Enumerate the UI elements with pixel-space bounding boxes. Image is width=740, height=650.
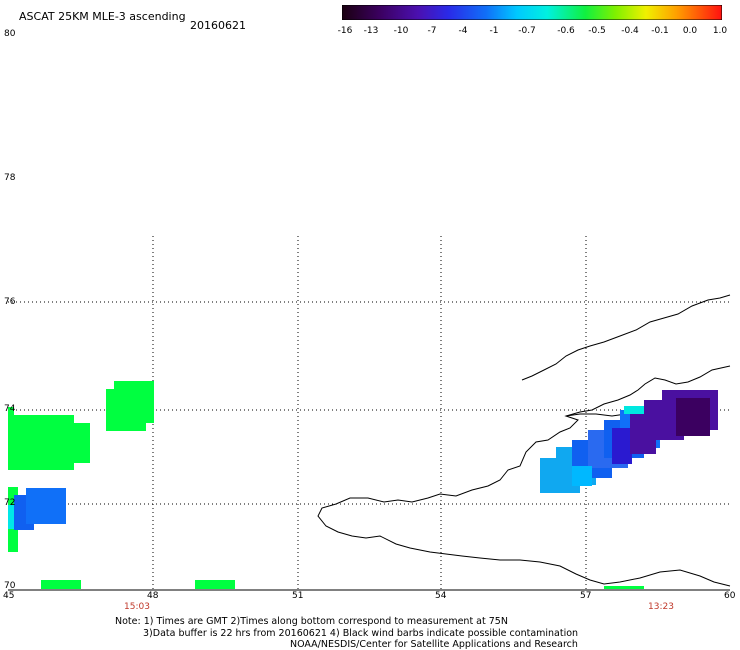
lat-label-78: 78 <box>4 173 16 183</box>
data-cell <box>114 381 154 423</box>
data-cell <box>676 398 710 436</box>
colorbar-tick-label: -4 <box>458 26 468 36</box>
lat-label-74: 74 <box>4 404 16 414</box>
lat-label-76: 76 <box>4 297 16 307</box>
colorbar-tick-label: -7 <box>427 26 437 36</box>
colorbar-tick-label: -0.5 <box>588 26 606 36</box>
note-line-1: Note: 1) Times are GMT 2)Times along bot… <box>115 616 508 627</box>
lon-label-54: 54 <box>435 591 447 601</box>
data-cell <box>26 488 66 524</box>
data-cell <box>40 423 90 463</box>
data-cell <box>604 586 644 589</box>
map-title: ASCAT 25KM MLE-3 ascending <box>19 10 186 23</box>
colorbar-tick-label: -0.4 <box>621 26 639 36</box>
note-line-2: 3)Data buffer is 22 hrs from 20160621 4)… <box>143 628 579 639</box>
time-label-right: 13:23 <box>648 602 674 612</box>
data-cell <box>624 406 644 414</box>
data-cell <box>572 466 592 486</box>
colorbar-tick-label: -10 <box>393 26 409 36</box>
colorbar-tick-label: -16 <box>337 26 353 36</box>
colorbar-tick-label: 0.0 <box>682 26 698 36</box>
lat-label-70: 70 <box>4 581 16 591</box>
data-cell <box>195 580 235 589</box>
lon-label-60: 60 <box>724 591 736 601</box>
lon-label-57: 57 <box>580 591 592 601</box>
note-line-3: NOAA/NESDIS/Center for Satellite Applica… <box>290 639 578 650</box>
colorbar-tick-label: -0.1 <box>651 26 669 36</box>
data-swath-right <box>540 390 718 493</box>
lon-label-48: 48 <box>147 591 159 601</box>
lon-label-45: 45 <box>3 591 15 601</box>
time-label-left: 15:03 <box>124 602 150 612</box>
colorbar-tick-label: -1 <box>489 26 499 36</box>
lat-label-80: 80 <box>4 29 16 39</box>
map-date: 20160621 <box>190 19 246 32</box>
colorbar-tick-label: -0.6 <box>557 26 575 36</box>
lon-label-51: 51 <box>292 591 304 601</box>
colorbar-tick-label: -13 <box>363 26 379 36</box>
data-cell <box>41 580 81 589</box>
data-cell <box>612 428 632 464</box>
lat-label-72: 72 <box>4 498 16 508</box>
data-swath-left <box>8 381 644 589</box>
coastline <box>317 294 731 587</box>
colorbar-tick-label: 1.0 <box>712 26 728 36</box>
colorbar-tick-label: -0.7 <box>518 26 536 36</box>
